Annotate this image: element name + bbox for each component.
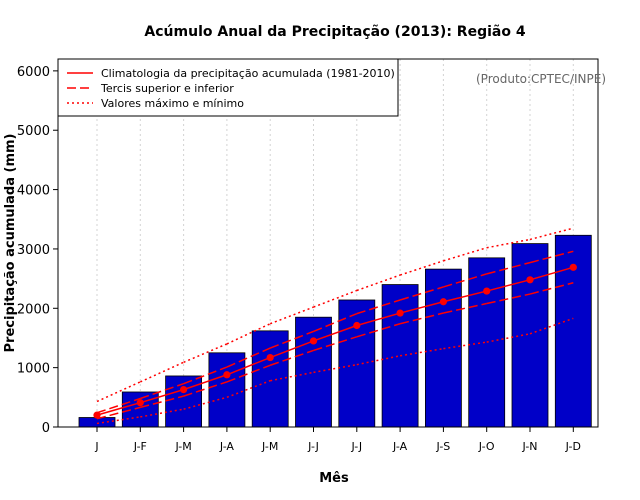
- bar: [468, 257, 506, 428]
- dashed-series-segment: [399, 286, 444, 301]
- x-tick-label: J-F: [133, 440, 147, 453]
- dotted-series-segment: [486, 333, 531, 343]
- dashed-series-segment: [269, 330, 314, 349]
- legend: Climatologia da precipitação acumulada (…: [57, 58, 399, 117]
- dashed-series-segment: [399, 312, 444, 325]
- climatology-point: [526, 276, 534, 284]
- x-tick-label: J-O: [478, 440, 495, 453]
- dotted-series-segment: [399, 347, 444, 357]
- dashed-series-segment: [529, 282, 574, 295]
- dotted-series-segment: [313, 363, 357, 374]
- dotted-series-segment: [270, 371, 314, 382]
- climatology-point: [136, 399, 144, 407]
- climatology-point: [93, 411, 101, 419]
- dotted-series-segment: [356, 355, 401, 366]
- dashed-series-segment: [356, 323, 401, 338]
- line-points-series-segment: [529, 266, 574, 281]
- x-tick-label: J-D: [565, 440, 581, 453]
- x-axis-label: Mês: [319, 471, 349, 486]
- x-tick-label: J-J: [350, 440, 362, 453]
- y-axis: 0 1000 2000 3000 4000 5000 6000: [17, 65, 58, 436]
- dashed-series-segment: [486, 293, 531, 305]
- line-points-series-segment: [96, 401, 141, 416]
- dotted-series-segment: [96, 416, 141, 425]
- legend-entry-climatology: Climatologia da precipitação acumulada (…: [101, 67, 395, 80]
- bar: [208, 352, 246, 428]
- line-points-series-segment: [226, 356, 271, 376]
- chart-title: Acúmulo Anual da Precipitação (2013): Re…: [144, 24, 525, 40]
- climatology-point: [223, 371, 231, 379]
- legend-entry-extremes: Valores máximo e mínimo: [101, 97, 244, 110]
- line-points-series-segment: [313, 324, 358, 342]
- dashed-series-segment: [96, 406, 141, 420]
- x-tick-label: J-J: [307, 440, 319, 453]
- y-tick-label: 4000: [17, 184, 50, 199]
- climatology-point: [396, 309, 404, 317]
- bar: [121, 391, 159, 428]
- x-tick-label: J-A: [219, 440, 235, 453]
- dashed-series-segment: [226, 364, 271, 383]
- bar: [338, 299, 376, 428]
- dashed-series-segment: [313, 336, 358, 352]
- dotted-series-segment: [443, 341, 487, 350]
- dashed-series-segment: [140, 382, 184, 400]
- y-tick-label: 1000: [17, 362, 50, 377]
- dashed-series-segment: [529, 250, 574, 264]
- bar: [251, 330, 289, 428]
- legend-box: [57, 58, 399, 117]
- y-tick-label: 3000: [17, 243, 50, 258]
- dashed-series-segment: [443, 302, 487, 314]
- climatology-point: [569, 263, 577, 271]
- climatology-point: [309, 337, 318, 345]
- line-points-series-segment: [356, 312, 401, 327]
- bar: [78, 417, 116, 428]
- dashed-series-segment: [226, 347, 271, 368]
- line-points-series-segment: [443, 290, 487, 303]
- dashed-series-segment: [140, 395, 184, 409]
- line-points-series-segment: [140, 388, 184, 404]
- line-points-series-segment: [399, 301, 444, 314]
- climatology-point: [266, 353, 274, 362]
- line-points-series-segment: [269, 340, 314, 359]
- line-points-series-segment: [183, 374, 228, 391]
- x-tick-label: J-M: [174, 440, 191, 453]
- dotted-series-segment: [140, 408, 184, 418]
- dashed-series-segment: [96, 397, 141, 414]
- dashed-series-segment: [183, 381, 228, 397]
- y-tick-label: 5000: [17, 124, 50, 139]
- x-axis: J J-F J-M J-A J-M J-J J-J J-A J-S J-O J-N J-D: [94, 427, 581, 453]
- dotted-series-segment: [486, 238, 531, 249]
- bar: [511, 243, 549, 428]
- climatology-point: [180, 386, 188, 394]
- x-tick-label: J-M: [261, 440, 278, 453]
- y-tick-label: 0: [42, 421, 50, 436]
- x-tick-label: J-S: [435, 440, 450, 453]
- line-points-series-segment: [486, 279, 531, 292]
- dashed-series-segment: [443, 273, 487, 288]
- legend-entry-tercis: Tercis superior e inferior: [100, 82, 234, 95]
- x-tick-label: J: [94, 440, 98, 453]
- y-axis-label: Precipitação acumulada (mm): [3, 134, 18, 353]
- x-tick-label: J-A: [392, 440, 408, 453]
- dashed-series-segment: [313, 312, 358, 333]
- credit-label: (Produto:CPTEC/INPE): [476, 72, 606, 86]
- climatology-point: [353, 321, 361, 330]
- dashed-series-segment: [269, 349, 314, 366]
- bars: [78, 234, 592, 428]
- lines: [93, 227, 577, 425]
- dashed-series-segment: [486, 261, 531, 275]
- climatology-point: [439, 298, 447, 306]
- y-tick-label: 6000: [17, 65, 50, 80]
- dashed-series-segment: [183, 366, 228, 385]
- dashed-series-segment: [356, 299, 401, 315]
- x-tick-label: J-N: [521, 440, 537, 453]
- climatology-point: [483, 287, 491, 295]
- y-tick-label: 2000: [17, 302, 50, 317]
